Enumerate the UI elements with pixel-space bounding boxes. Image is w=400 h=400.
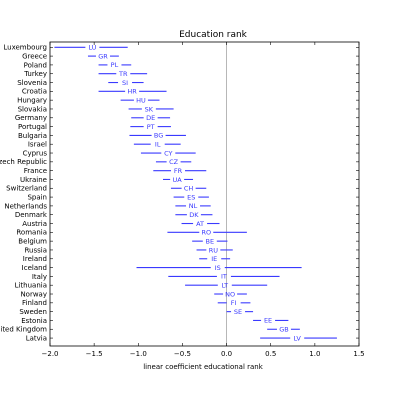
country-label-dk: Denmark <box>15 211 48 219</box>
x-axis: −2.0 −1.5 −1.0 −0.5 0.0 0.5 1.0 1.5 <box>42 42 365 358</box>
country-label-lu: Luxembourg <box>3 44 47 52</box>
point-label-ee: EE <box>264 317 272 325</box>
country-label-ie: Ireland <box>23 255 47 263</box>
point-label-fi: FI <box>231 299 237 307</box>
country-label-ua: Ukraine <box>20 176 47 184</box>
country-label-ro: Romania <box>16 229 47 237</box>
point-label-es: ES <box>187 193 195 201</box>
x-tick-label-3: −0.5 <box>174 350 191 358</box>
point-label-ie: IE <box>211 255 217 263</box>
point-label-gb: GB <box>279 326 289 334</box>
x-tick-label-1: −1.5 <box>86 350 103 358</box>
point-label-hu: HU <box>136 96 146 104</box>
country-label-fi: Finland <box>22 299 47 307</box>
point-label-hr: HR <box>127 88 137 96</box>
country-label-se: Sweden <box>19 308 47 316</box>
country-label-pl: Poland <box>24 61 47 69</box>
country-label-lv: Latvia <box>26 334 47 342</box>
point-label-pt: PT <box>147 123 155 131</box>
country-label-gb: United Kingdom <box>0 326 47 334</box>
country-label-cz: Czech Republic <box>0 158 47 166</box>
point-label-lv: LV <box>294 334 302 342</box>
country-label-si: Slovenia <box>17 79 47 87</box>
point-label-pl: PL <box>111 61 119 69</box>
point-label-ru: RU <box>209 246 219 254</box>
country-label-lt: Lithuania <box>15 282 47 290</box>
country-label-hu: Hungary <box>17 97 47 105</box>
x-tick-label-7: 1.5 <box>353 350 364 358</box>
point-label-bg: BG <box>154 132 163 140</box>
point-label-ro: RO <box>201 229 211 237</box>
point-label-lu: LU <box>88 44 96 52</box>
point-label-at: AT <box>196 220 204 228</box>
country-label-il: Israel <box>28 141 47 149</box>
country-label-de: Germany <box>15 114 47 122</box>
point-label-is: IS <box>215 264 221 272</box>
point-label-be: BE <box>206 237 215 245</box>
point-label-de: DE <box>146 114 155 122</box>
point-label-no: NO <box>225 290 235 298</box>
country-label-no: Norway <box>20 290 47 298</box>
x-tick-label-2: −1.0 <box>130 350 147 358</box>
point-label-tr: TR <box>118 70 128 78</box>
point-label-si: SI <box>122 79 128 87</box>
point-label-nl: NL <box>189 202 198 210</box>
point-label-lt: LT <box>221 282 228 290</box>
country-label-ee: Estonia <box>21 317 47 325</box>
country-label-es: Spain <box>27 193 47 201</box>
point-label-cz: CZ <box>169 158 179 166</box>
point-label-dk: DK <box>189 211 199 219</box>
x-tick-label-0: −2.0 <box>42 350 59 358</box>
x-tick-label-4: 0.0 <box>221 350 232 358</box>
country-label-tr: Turkey <box>23 70 47 78</box>
country-label-hr: Croatia <box>22 88 47 96</box>
point-label-sk: SK <box>145 105 154 113</box>
chart-title: Education rank <box>179 30 248 40</box>
country-label-nl: Netherlands <box>4 202 47 210</box>
point-label-se: SE <box>234 308 242 316</box>
country-label-fr: France <box>24 167 47 175</box>
country-label-ru: Russia <box>24 246 47 254</box>
country-label-is: Iceland <box>22 264 47 272</box>
point-label-cy: CY <box>164 149 172 157</box>
country-label-cy: Cyprus <box>23 149 48 157</box>
country-label-pt: Portugal <box>18 123 47 131</box>
point-label-fr: FR <box>174 167 183 175</box>
point-label-ch: CH <box>184 185 194 193</box>
country-label-it: Italy <box>32 273 47 281</box>
country-label-be: Belgium <box>18 238 47 246</box>
x-axis-label: linear coefficient educational rank <box>143 363 264 371</box>
country-label-at: Austria <box>22 220 47 228</box>
x-tick-label-6: 1.0 <box>309 350 320 358</box>
point-label-ua: UA <box>173 176 183 184</box>
point-label-gr: GR <box>98 52 108 60</box>
x-tick-label-5: 0.5 <box>265 350 276 358</box>
y-axis: LuxembourgGreecePolandTurkeySloveniaCroa… <box>0 44 359 342</box>
country-label-sk: Slovakia <box>18 105 47 113</box>
plot-frame <box>49 41 360 347</box>
country-label-gr: Greece <box>22 52 47 60</box>
point-label-il: IL <box>155 141 161 149</box>
point-label-it: IT <box>221 273 227 281</box>
country-label-bg: Bulgaria <box>18 132 47 140</box>
country-label-ch: Switzerland <box>6 185 47 193</box>
ci-series: LUGRPLTRSIHRHUSKDEPTBGILCYCZFRUACHESNLDK… <box>54 44 337 342</box>
